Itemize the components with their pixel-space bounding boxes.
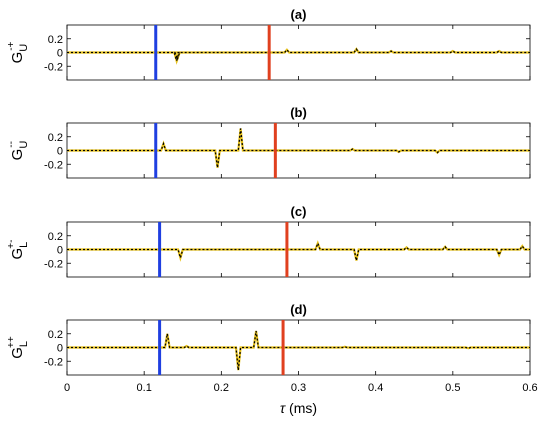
- panel-3: (c) 0.2 0-0.2 GL+-: [6, 204, 531, 278]
- y-axis-label-sup: --: [6, 141, 17, 148]
- y-tick-label: 0.2: [48, 231, 63, 243]
- y-axis-label-main: G: [9, 149, 26, 161]
- x-tick-label: 0: [64, 382, 70, 394]
- series-line: [67, 240, 530, 262]
- panel-2: (b) 0.2 0-0.2 GU--: [6, 105, 531, 179]
- y-axis-label-sub: U: [18, 141, 30, 149]
- y-tick-label: 0: [57, 146, 63, 158]
- series-line: [67, 128, 530, 168]
- x-tick-label: 0.3: [291, 382, 306, 394]
- series-line: [67, 330, 530, 371]
- y-tick-label: -0.2: [44, 159, 63, 171]
- x-tick-label: 0.6: [522, 382, 537, 394]
- x-tick-label: 0.4: [368, 382, 383, 394]
- panel-label: (a): [291, 7, 307, 22]
- y-tick-label: 0: [57, 343, 63, 355]
- y-tick-label: -0.2: [44, 356, 63, 368]
- y-tick-label: 0.2: [48, 34, 63, 46]
- panel-4: (d)0.20-0.2GL++0 0.1 0.2 0.3 0.4 0.5 0.6τ (ms): [6, 302, 538, 416]
- y-tick-label: -0.2: [44, 61, 63, 73]
- panel-label: (d): [290, 302, 307, 317]
- y-tick-label: 0.2: [48, 132, 63, 144]
- y-tick-label: 0: [57, 245, 63, 257]
- y-tick-label: 0.2: [48, 329, 63, 341]
- series-line: [67, 330, 530, 371]
- y-axis-label: GL++: [6, 336, 30, 359]
- x-tick-label: 0.1: [137, 382, 152, 394]
- y-axis-label-sub: U: [18, 44, 30, 52]
- y-axis-label-main: G: [9, 52, 26, 64]
- x-tick-label: 0.5: [445, 382, 460, 394]
- y-axis-label-main: G: [9, 248, 26, 260]
- y-axis-label-sub: L: [18, 242, 30, 248]
- x-axis-label-symbol: τ: [280, 400, 286, 416]
- panel-label: (b): [290, 105, 307, 120]
- y-axis-label-sup: +-: [6, 240, 17, 249]
- y-axis-label: GU-+: [6, 41, 30, 63]
- series-line: [67, 47, 530, 64]
- y-axis-label: GL+-: [6, 240, 30, 260]
- series-line: [67, 128, 530, 168]
- x-axis-label: τ (ms): [280, 400, 317, 416]
- y-axis-label-main: G: [9, 347, 26, 359]
- y-axis-label-sup: ++: [6, 336, 17, 348]
- x-axis-label-unit: (ms): [285, 400, 317, 416]
- panel-1: (a) 0.2 0-0.2 GU-+: [6, 7, 531, 81]
- y-axis-label: GU--: [6, 141, 30, 161]
- y-tick-label: -0.2: [44, 258, 63, 270]
- series-line: [67, 241, 530, 261]
- y-axis-label-sup: -+: [6, 41, 17, 50]
- x-tick-label: 0.2: [214, 382, 229, 394]
- y-tick-label: 0: [57, 48, 63, 60]
- panel-label: (c): [291, 204, 307, 219]
- y-axis-label-sub: L: [18, 341, 30, 347]
- series-line: [67, 47, 530, 65]
